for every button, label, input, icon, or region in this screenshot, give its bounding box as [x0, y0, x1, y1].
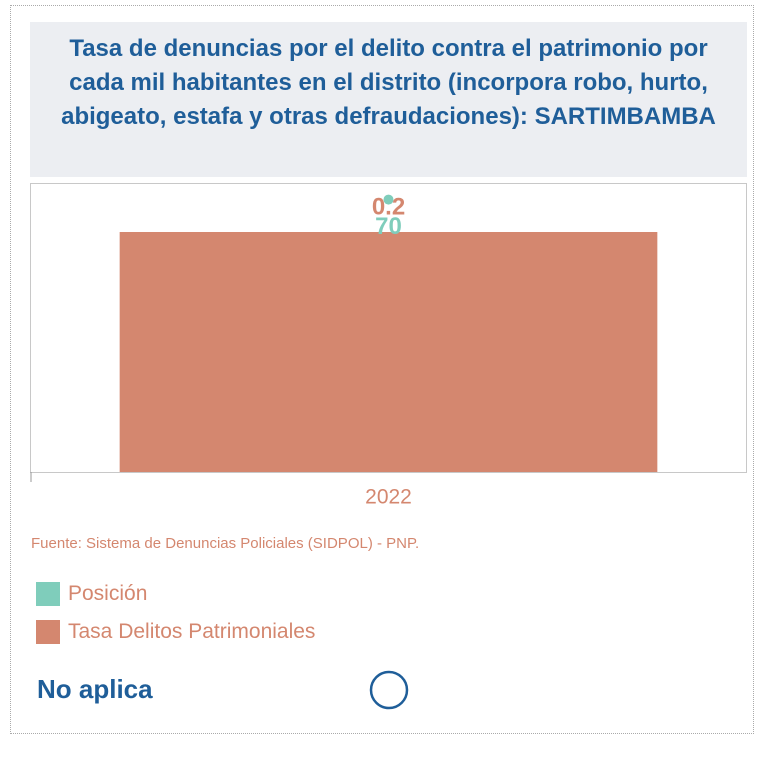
- legend-label: Tasa Delitos Patrimoniales: [68, 620, 316, 643]
- status-icon: [369, 670, 409, 710]
- visual-frame: [10, 5, 754, 734]
- x-tick-label: 2022: [365, 486, 412, 509]
- status-note: No aplica: [37, 674, 153, 704]
- legend-label: Posición: [68, 582, 148, 605]
- source-note: Fuente: Sistema de Denuncias Policiales …: [31, 535, 420, 552]
- circle-icon: [369, 670, 409, 710]
- point: [383, 194, 394, 205]
- legend-swatch: [36, 620, 60, 645]
- chart-title: Tasa de denuncias por el delito contra e…: [30, 22, 747, 177]
- legend-item[interactable]: Posición: [36, 581, 147, 607]
- data-label: 70: [375, 213, 402, 240]
- bar: [119, 232, 658, 472]
- legend-swatch: [36, 582, 60, 607]
- legend-item[interactable]: Tasa Delitos Patrimoniales: [36, 619, 315, 645]
